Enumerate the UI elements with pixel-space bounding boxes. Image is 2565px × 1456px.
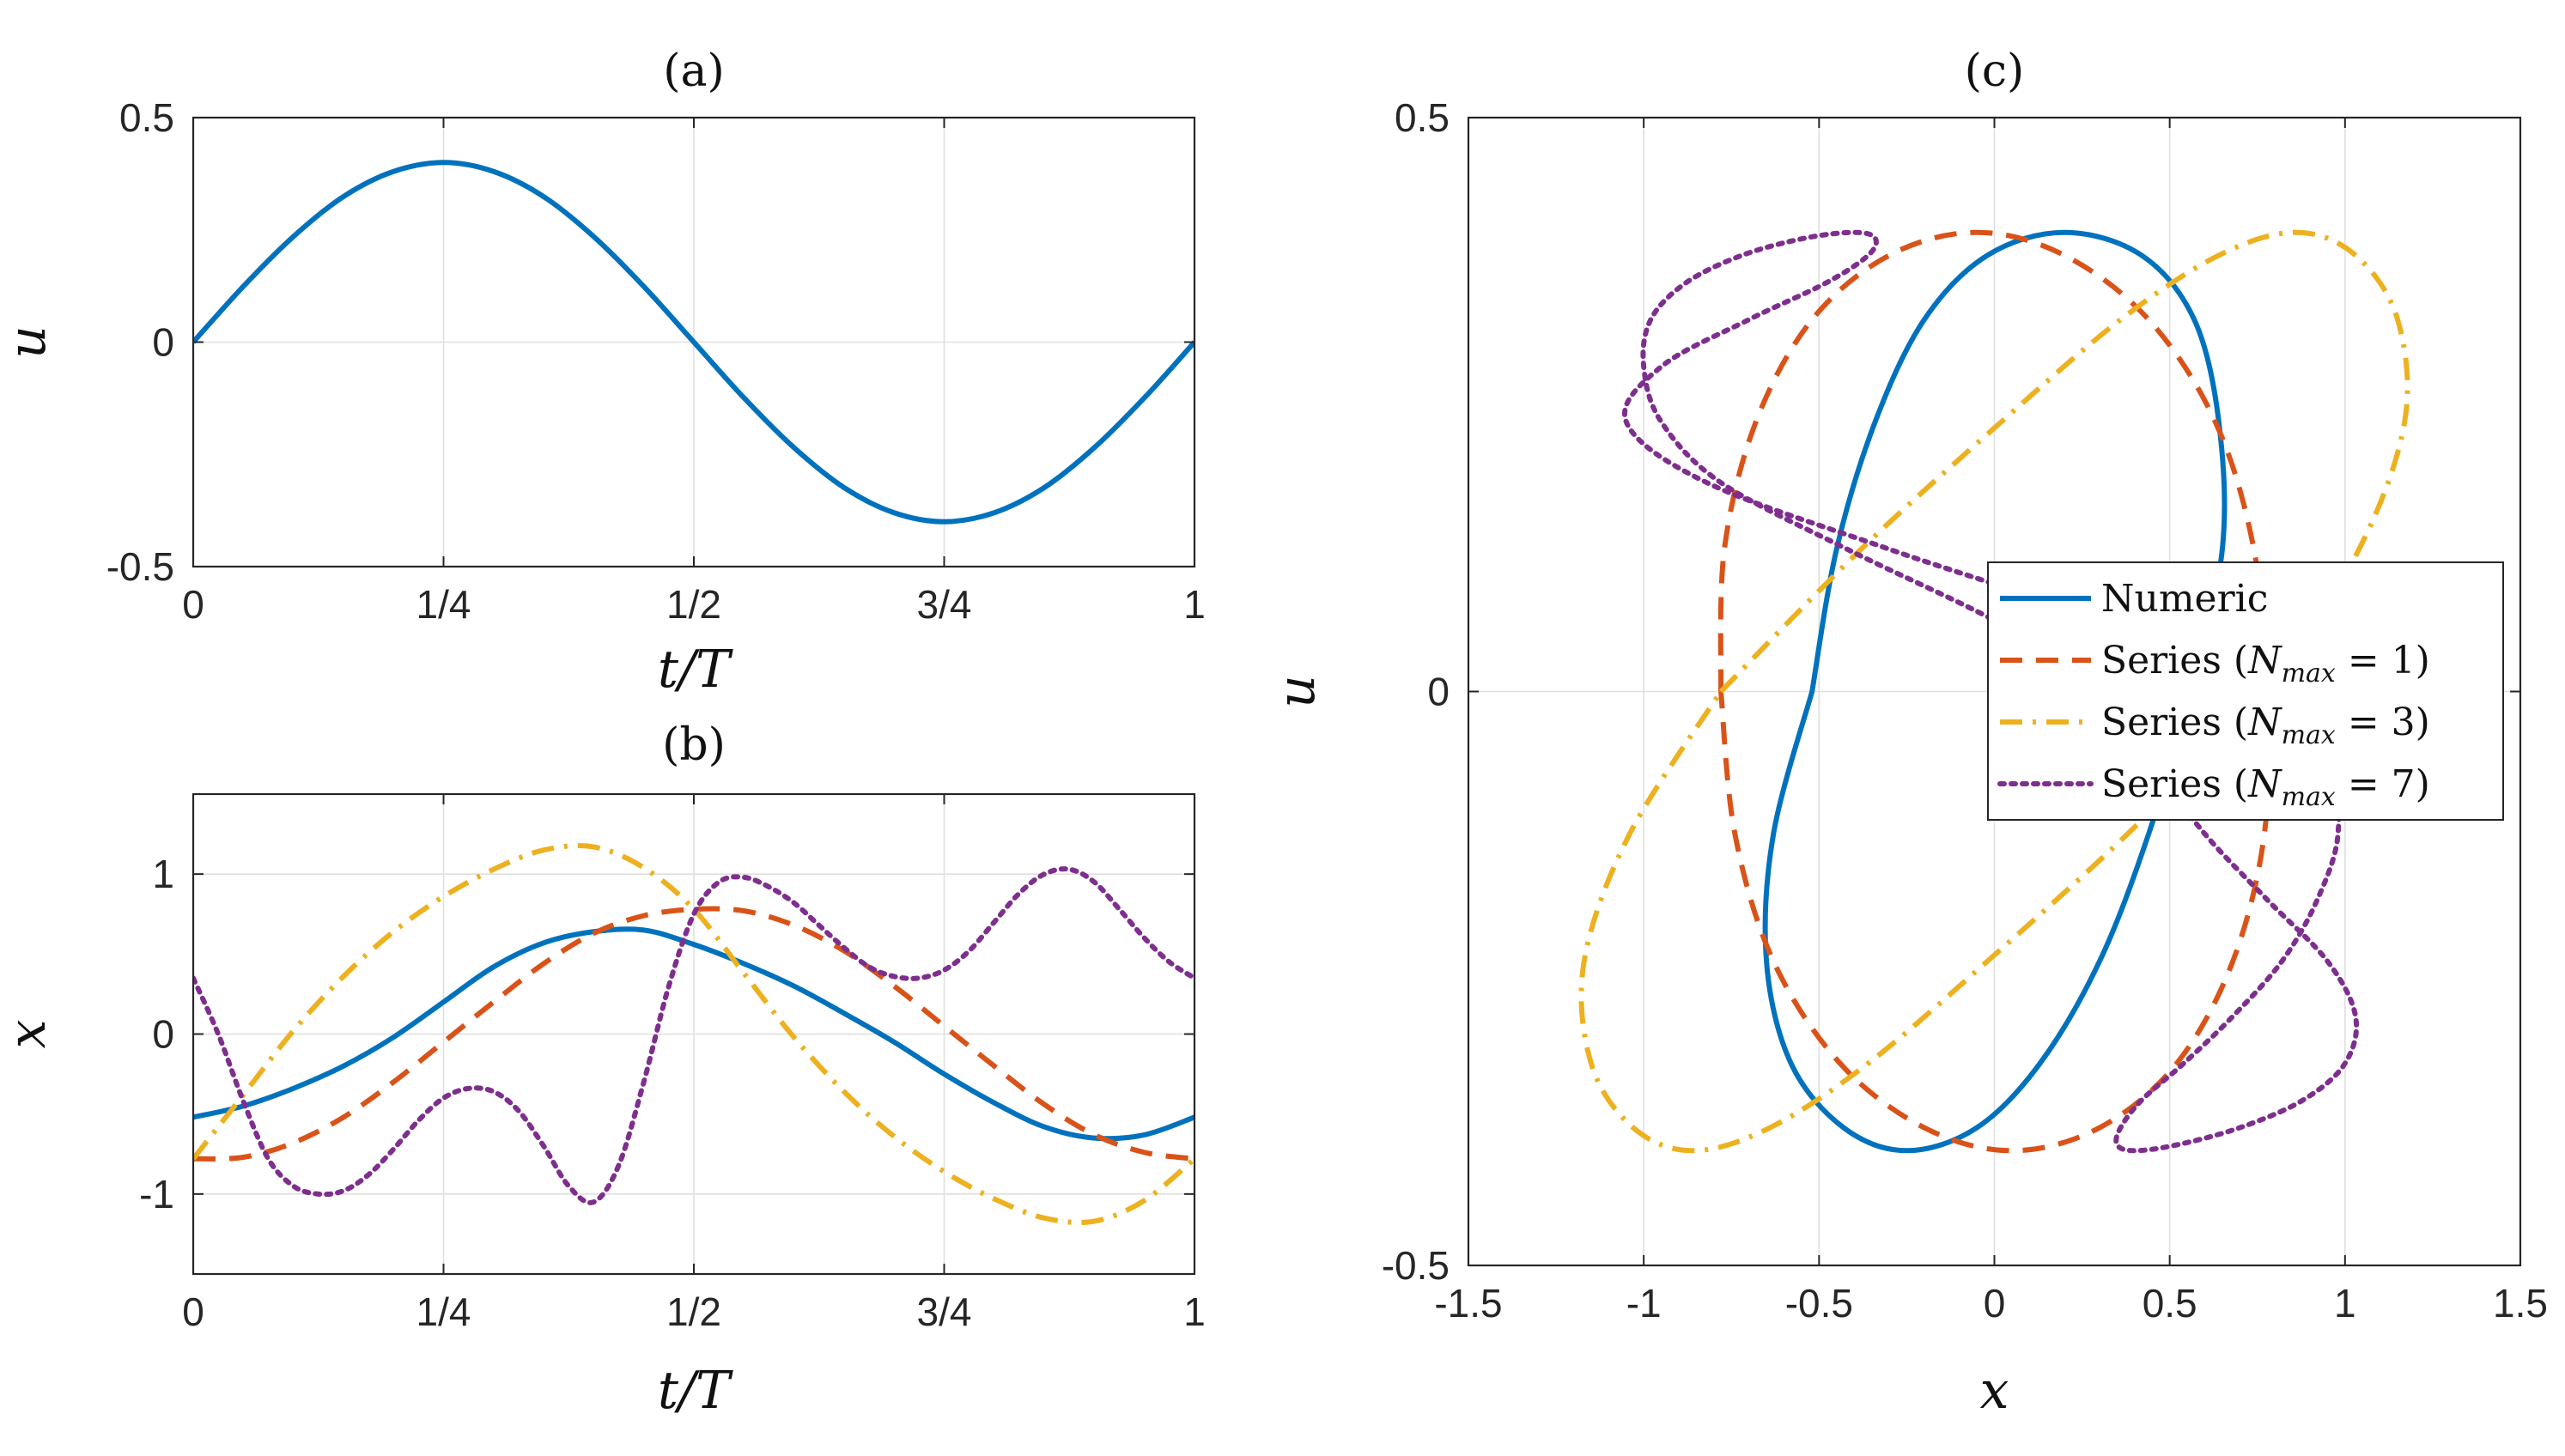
x-tick-label: 3/4 xyxy=(917,582,972,627)
y-tick-label: 0.5 xyxy=(119,95,174,140)
x-tick-label: -1 xyxy=(1626,1281,1662,1326)
x-tick-label: 1/4 xyxy=(416,1289,471,1334)
legend-entry-label: Series (Nmax = 1) xyxy=(2101,639,2430,689)
series-line-numeric xyxy=(193,926,1194,1142)
legend-entry-var: N xyxy=(2247,762,2282,806)
series-line-series-n-max-7 xyxy=(193,866,1194,1205)
x-tick-label: 3/4 xyxy=(917,1289,972,1334)
legend-paren: ) xyxy=(2416,762,2430,806)
y-tick-label: 0 xyxy=(152,1012,174,1057)
y-axis-label: x xyxy=(0,1020,58,1049)
legend-entry-sub: max xyxy=(2282,782,2336,812)
legend-entry-base: Numeric xyxy=(2101,577,2268,621)
legend-entry-sub: max xyxy=(2282,720,2336,750)
series-line-numeric xyxy=(193,160,1194,525)
legend-entry-base: Series xyxy=(2101,701,2222,744)
y-axis-label: u xyxy=(0,325,58,359)
x-axis-label: x xyxy=(1980,1361,2009,1421)
x-axis-label: t/T xyxy=(658,1361,733,1421)
legend-entry-label: Series (Nmax = 3) xyxy=(2101,701,2430,750)
x-tick-label: 1 xyxy=(2334,1281,2356,1326)
x-tick-label: -0.5 xyxy=(1785,1281,1853,1326)
x-tick-label: 0 xyxy=(1984,1281,2006,1326)
legend-entry-value: 7 xyxy=(2392,762,2416,806)
legend-paren: ) xyxy=(2416,639,2430,682)
y-tick-label: -0.5 xyxy=(106,544,174,589)
legend-entry-value: 3 xyxy=(2392,701,2416,744)
series-group xyxy=(193,843,1194,1225)
series-line-series-n-max-1 xyxy=(193,906,1194,1162)
legend-entry-label: Numeric xyxy=(2101,577,2268,621)
legend-entry-var: N xyxy=(2247,701,2282,744)
y-tick-label: 0.5 xyxy=(1395,95,1450,140)
panel-title: (c) xyxy=(1965,46,2025,97)
x-tick-label: 0 xyxy=(182,582,204,627)
legend-paren: ( xyxy=(2222,639,2248,682)
series-line-series-n-max-3 xyxy=(193,843,1194,1225)
x-tick-label: 1/4 xyxy=(416,582,471,627)
panel-a: 0 1/4 1/2 3/4 1-0.500.5(a)t/Tu xyxy=(0,46,1206,700)
legend-entry-sub: max xyxy=(2282,658,2336,689)
y-axis-label: u xyxy=(1267,675,1327,708)
x-tick-label: 0.5 xyxy=(2143,1281,2197,1326)
legend-equals: = xyxy=(2336,639,2392,682)
legend-entry-base: Series xyxy=(2101,639,2222,682)
legend-equals: = xyxy=(2336,701,2392,744)
y-tick-label: 0 xyxy=(1427,670,1450,714)
panel-title: (b) xyxy=(662,719,726,771)
legend-paren: ( xyxy=(2222,762,2248,806)
x-axis-label: t/T xyxy=(658,640,733,700)
legend-entry-label: Series (Nmax = 7) xyxy=(2101,762,2430,812)
legend-paren: ( xyxy=(2222,701,2248,744)
legend-entry-value: 1 xyxy=(2392,639,2416,682)
panel-b: 0 1/4 1/2 3/4 1 -1 0 1 (b) t/T x xyxy=(0,719,1206,1421)
legend-equals: = xyxy=(2336,762,2392,806)
legend-entry-var: N xyxy=(2247,639,2282,682)
x-tick-label: 1/2 xyxy=(666,582,721,627)
x-tick-label: 0 xyxy=(182,1289,204,1334)
legend-entry-base: Series xyxy=(2101,762,2222,806)
legend-paren: ) xyxy=(2416,701,2430,744)
y-tick-label: -0.5 xyxy=(1382,1243,1450,1288)
x-tick-label: 1 xyxy=(1183,582,1206,627)
x-tick-label: 1 xyxy=(1183,1289,1206,1334)
legend-box xyxy=(1987,561,2504,821)
x-tick-label: 1.5 xyxy=(2493,1281,2548,1326)
y-tick-label: 0 xyxy=(152,320,174,365)
y-tick-label: 1 xyxy=(152,852,174,896)
x-tick-label: -1.5 xyxy=(1434,1281,1502,1326)
y-tick-label: -1 xyxy=(139,1172,174,1216)
series-line-series-n-max-7 xyxy=(1622,229,2360,1154)
series-group xyxy=(193,160,1194,525)
panel-title: (a) xyxy=(663,46,725,97)
x-tick-label: 1/2 xyxy=(666,1289,721,1334)
series-line-series-n-max-1 xyxy=(1717,229,2272,1154)
